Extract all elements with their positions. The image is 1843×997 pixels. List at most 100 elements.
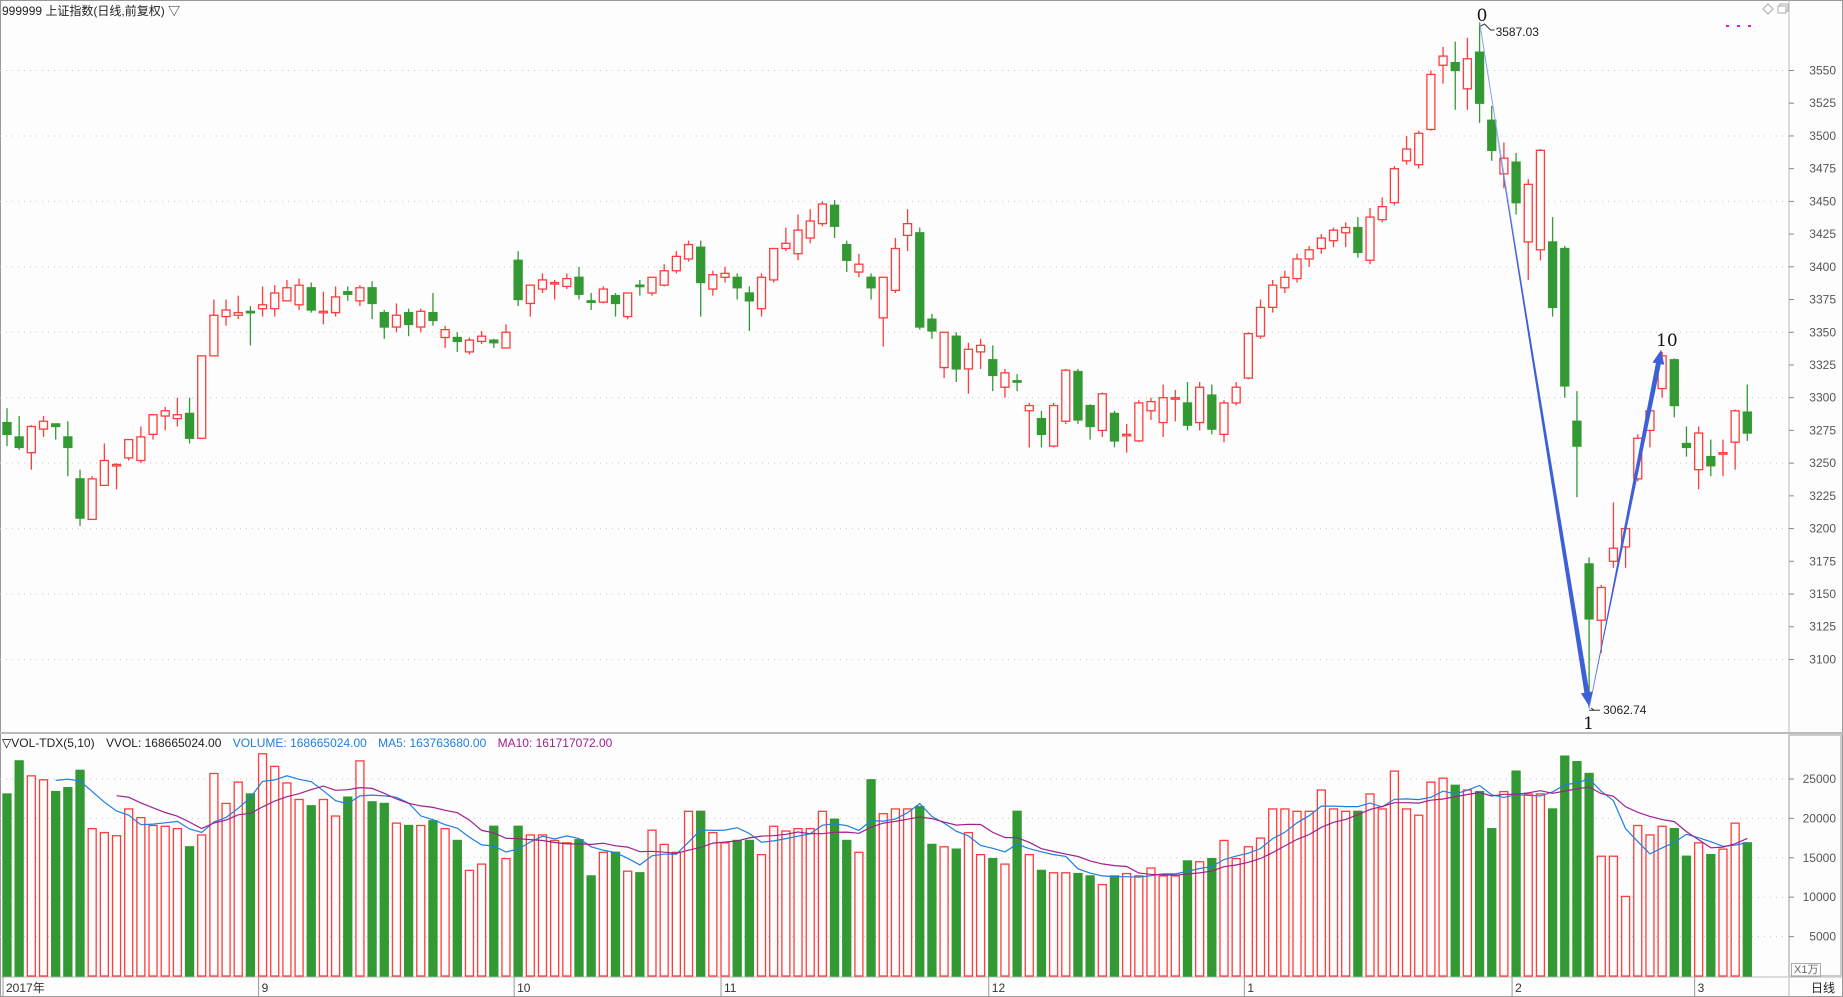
candle bbox=[878, 276, 888, 347]
candle-body bbox=[1718, 452, 1728, 455]
candle-body bbox=[1596, 586, 1606, 621]
candle-body bbox=[160, 410, 170, 417]
candle-body bbox=[1316, 237, 1327, 250]
volume-bar bbox=[781, 830, 791, 977]
candle bbox=[1328, 227, 1339, 248]
candle bbox=[635, 279, 645, 296]
candle bbox=[1511, 152, 1521, 215]
volume-bar bbox=[550, 839, 560, 977]
date-tick-label: 9 bbox=[262, 981, 269, 995]
diamond-icon bbox=[1762, 3, 1774, 15]
volume-bar bbox=[1608, 855, 1619, 977]
volume-bar bbox=[1742, 842, 1752, 977]
candle-body bbox=[902, 222, 913, 237]
candle bbox=[1207, 384, 1217, 435]
volume-bar bbox=[124, 808, 134, 977]
candle-body bbox=[1572, 420, 1582, 447]
candle-body bbox=[403, 311, 414, 326]
volume-bar bbox=[489, 825, 499, 977]
volume-bar bbox=[975, 853, 986, 977]
volume-bar bbox=[306, 805, 316, 977]
volume-bar bbox=[1499, 790, 1509, 977]
candle-body bbox=[136, 436, 146, 462]
candle-body bbox=[172, 414, 183, 420]
triangle-down-icon[interactable]: ▽ bbox=[168, 4, 181, 18]
candle-body bbox=[452, 336, 462, 343]
volume-tick-label: 25000 bbox=[1803, 772, 1837, 786]
date-tick-label: 11 bbox=[724, 981, 737, 995]
candle-body bbox=[890, 247, 901, 292]
volume-bar bbox=[878, 813, 888, 977]
volume-bar bbox=[1438, 777, 1448, 977]
volume-bar bbox=[1450, 784, 1460, 977]
candle bbox=[1547, 217, 1558, 317]
volume-bar bbox=[574, 839, 584, 977]
low-pointer bbox=[1589, 707, 1601, 711]
low-value-label: 3062.74 bbox=[1603, 703, 1647, 717]
candle-body bbox=[1365, 216, 1375, 261]
candle bbox=[671, 251, 681, 274]
volume-tick-label: 5000 bbox=[1809, 930, 1836, 944]
candle bbox=[282, 279, 292, 302]
candle bbox=[172, 397, 183, 427]
date-tick-label: 2017年 bbox=[6, 981, 45, 995]
volume-bar bbox=[756, 853, 767, 977]
wave-label-rebound: 10 bbox=[1656, 331, 1678, 351]
candle-body bbox=[124, 438, 134, 459]
volume-bar bbox=[1292, 810, 1302, 977]
volume-bar bbox=[1219, 839, 1229, 977]
date-tick-label: 10 bbox=[517, 981, 531, 995]
candle-body bbox=[476, 335, 487, 343]
candle-body bbox=[1000, 372, 1010, 388]
volume-bar bbox=[1401, 808, 1412, 977]
candle bbox=[1231, 381, 1241, 406]
candle-body bbox=[708, 274, 718, 290]
triangle-down-icon[interactable]: ▽ bbox=[2, 736, 12, 750]
candle bbox=[902, 209, 913, 252]
candle-body bbox=[501, 331, 511, 349]
candle-body bbox=[245, 310, 256, 314]
period-label[interactable]: 日线 bbox=[1810, 981, 1835, 995]
candle-body bbox=[1134, 402, 1144, 442]
candle bbox=[1048, 402, 1059, 448]
volume-indicator-name[interactable]: VOL-TDX(5,10) bbox=[11, 736, 95, 750]
candle-body bbox=[1036, 417, 1047, 435]
candle-body bbox=[1560, 247, 1570, 387]
candle-body bbox=[1231, 386, 1241, 404]
candle bbox=[233, 295, 243, 320]
candle bbox=[14, 416, 24, 451]
volume-bar bbox=[1669, 827, 1679, 977]
candle-body bbox=[1024, 404, 1034, 412]
price-tick-label: 3250 bbox=[1809, 456, 1836, 470]
window-icons bbox=[1726, 3, 1789, 27]
candle-body bbox=[805, 220, 815, 239]
candle bbox=[793, 214, 803, 261]
candle-body bbox=[1693, 432, 1704, 471]
volume-bar bbox=[805, 827, 815, 977]
candle bbox=[696, 240, 706, 317]
candle bbox=[866, 273, 876, 300]
candle-body bbox=[440, 328, 450, 339]
volume-bar bbox=[659, 843, 669, 977]
candle bbox=[355, 285, 365, 307]
candle bbox=[1170, 389, 1180, 422]
candle-body bbox=[1487, 119, 1497, 151]
candle bbox=[1730, 409, 1740, 470]
volume-bar bbox=[513, 825, 523, 977]
volume-bar bbox=[1426, 781, 1436, 977]
candle bbox=[452, 332, 462, 352]
candle-body bbox=[1535, 149, 1546, 251]
candle-body bbox=[1462, 58, 1473, 90]
volume-bar bbox=[647, 829, 657, 977]
candle bbox=[610, 292, 621, 317]
volume-bar bbox=[197, 834, 207, 977]
candle-body bbox=[1146, 400, 1156, 412]
volume-value: VOLUME: 168665024.00 bbox=[232, 736, 367, 750]
candle bbox=[318, 291, 329, 325]
price-tick-label: 3550 bbox=[1809, 64, 1836, 78]
candle bbox=[1304, 245, 1314, 267]
candle-body bbox=[963, 348, 974, 370]
volume-bar bbox=[854, 851, 864, 977]
date-tick-label: 2 bbox=[1515, 981, 1522, 995]
